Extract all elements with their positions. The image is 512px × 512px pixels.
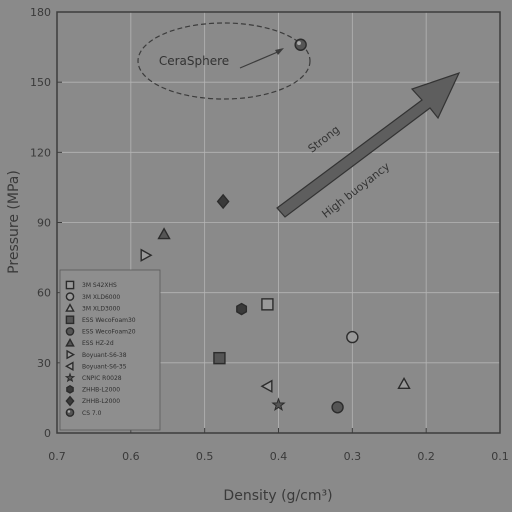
x-tick-label: 0.4 <box>270 450 288 463</box>
y-axis-title: Pressure (MPa) <box>6 170 22 274</box>
legend-label-10: ZHHB-L2000 <box>82 398 120 405</box>
x-tick-label: 0.1 <box>491 450 509 463</box>
legend-marker-11 <box>66 409 73 416</box>
legend-label-2: 3M XLD3000 <box>82 305 120 312</box>
x-tick-label: 0.5 <box>196 450 214 463</box>
legend-label-3: ESS WecoFoam30 <box>82 317 136 324</box>
x-tick-label: 0.2 <box>417 450 435 463</box>
legend-marker-4 <box>66 328 73 335</box>
legend-label-0: 3M S42XHS <box>82 282 117 289</box>
y-tick-label: 180 <box>30 6 51 19</box>
y-tick-label: 30 <box>37 357 51 370</box>
legend-label-11: CS 7.0 <box>82 410 102 417</box>
data-point-3 <box>214 353 225 364</box>
y-tick-label: 60 <box>37 287 51 300</box>
data-point-9 <box>237 304 247 315</box>
y-tick-label: 150 <box>30 76 51 89</box>
legend-marker-3 <box>66 316 73 323</box>
legend-marker-1 <box>66 293 73 300</box>
legend-marker-9 <box>67 386 73 393</box>
legend-label-9: ZHHB-L2000 <box>82 387 120 394</box>
x-tick-label: 0.6 <box>122 450 140 463</box>
legend-marker-0 <box>66 281 73 288</box>
legend-label-5: ESS HZ-2d <box>82 340 114 347</box>
cerasphere-callout-label: CeraSphere <box>159 54 229 68</box>
legend-label-8: CNPIC R0028 <box>82 375 122 382</box>
legend-label-4: ESS WecoFoam20 <box>82 329 136 336</box>
data-point-0 <box>262 299 273 310</box>
y-tick-label: 90 <box>37 217 51 230</box>
legend-label-1: 3M XLD6000 <box>82 294 120 301</box>
y-tick-label: 120 <box>30 146 51 159</box>
x-axis-title: Density (g/cm³) <box>223 488 332 504</box>
legend-label-7: Boyuant-S6-35 <box>82 363 127 370</box>
legend-label-6: Boyuant-S6-38 <box>82 352 127 359</box>
data-point-1 <box>347 332 358 343</box>
data-point-4 <box>332 402 343 413</box>
data-point-11 <box>295 39 306 50</box>
x-tick-label: 0.3 <box>344 450 362 463</box>
y-tick-label: 0 <box>44 427 51 440</box>
x-tick-label: 0.7 <box>48 450 66 463</box>
